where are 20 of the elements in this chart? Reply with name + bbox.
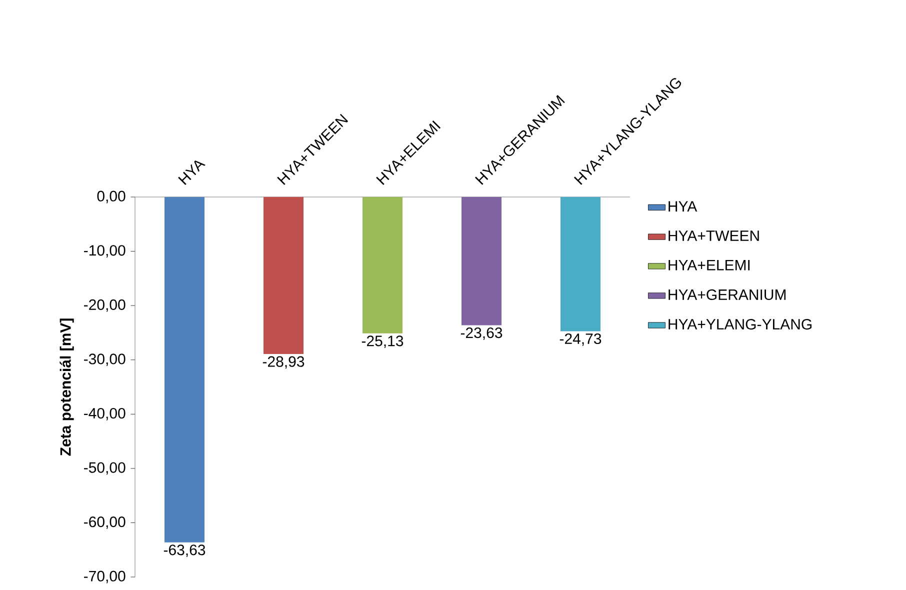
y-tick-label: -40,00 — [84, 408, 126, 420]
legend-label: HYA — [668, 201, 698, 212]
y-tick-label: -70,00 — [84, 570, 126, 584]
y-tick-label: -20,00 — [84, 299, 126, 312]
y-tick-label: -50,00 — [84, 462, 126, 475]
y-axis-title: Zeta potenciál [mV] — [60, 318, 74, 456]
data-label: -28,93 — [262, 356, 304, 369]
legend-label: HYA+YLANG-YLANG — [668, 318, 812, 330]
y-tick-label: -30,00 — [84, 354, 126, 366]
legend-label: HYA+ELEMI — [668, 260, 750, 270]
legend-label: HYA+GERANIUM — [668, 289, 786, 300]
y-tick-label: -60,00 — [84, 516, 126, 529]
y-tick-label: 0,00 — [97, 190, 126, 204]
data-label: -63,63 — [164, 544, 206, 558]
data-label: -25,13 — [362, 336, 404, 348]
data-label: -23,63 — [460, 327, 502, 340]
y-tick-label: -10,00 — [84, 245, 126, 258]
legend-label: HYA+TWEEN — [668, 230, 759, 241]
data-label: -24,73 — [560, 333, 602, 346]
x-tick-label: HYA — [178, 160, 206, 185]
